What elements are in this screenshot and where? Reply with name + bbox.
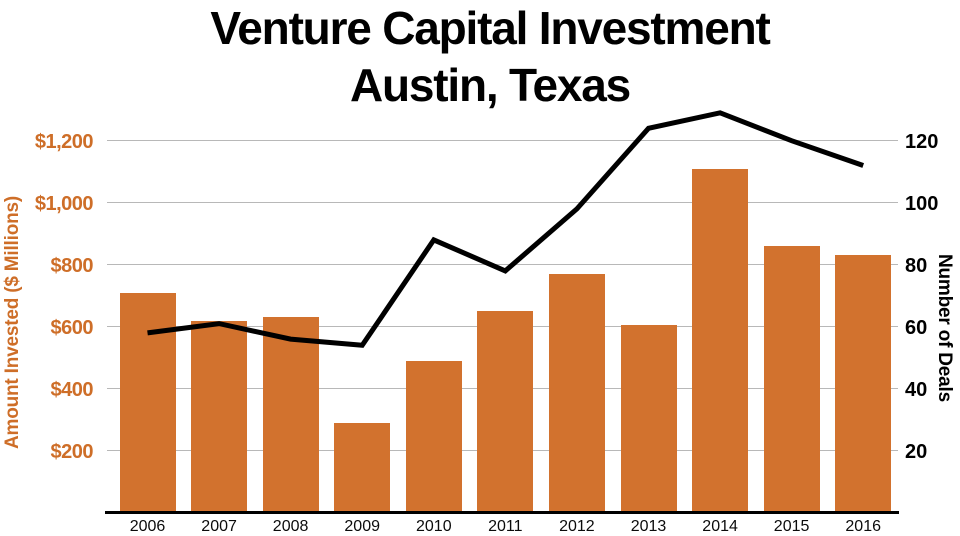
- x-axis-label-2014: 2014: [702, 518, 738, 535]
- x-axis-label-2011: 2011: [488, 518, 523, 535]
- bar-2015: [763, 246, 820, 513]
- x-axis-label-2016: 2016: [845, 518, 881, 535]
- right-tick-label-60: 60: [905, 316, 928, 339]
- x-axis-label-2008: 2008: [272, 518, 309, 535]
- left-tick-label-400: $400: [50, 378, 94, 401]
- left-tick-label-200: $200: [50, 440, 94, 463]
- bar-2016: [835, 255, 892, 513]
- left-tick-label-1000: $1,000: [34, 192, 94, 215]
- right-tick-label-80: 80: [905, 254, 928, 277]
- right-tick-label-100: 100: [905, 192, 939, 215]
- left-tick-label-800: $800: [50, 254, 94, 277]
- right-tick-label-40: 40: [905, 378, 928, 401]
- chart-title: Venture Capital Investment Austin, Texas: [20, 0, 960, 114]
- bar-2011: [477, 311, 534, 513]
- bar-2010: [405, 360, 462, 513]
- left-tick-label-600: $600: [50, 316, 94, 339]
- right-tick-label-20: 20: [905, 440, 928, 463]
- x-axis-label-2013: 2013: [630, 518, 667, 535]
- bar-2009: [334, 422, 391, 513]
- bar-2014: [692, 168, 749, 513]
- left-tick-label-1200: $1,200: [34, 130, 94, 153]
- x-axis-label-2007: 2007: [201, 518, 237, 535]
- x-axis-label-2015: 2015: [773, 518, 810, 535]
- bar-2006: [119, 292, 176, 513]
- right-axis-title: Number of Deals: [934, 254, 955, 402]
- x-axis-label-2012: 2012: [559, 518, 595, 535]
- x-axis-label-2006: 2006: [129, 518, 166, 535]
- bar-2007: [191, 320, 248, 513]
- gridline-1200: [107, 140, 898, 142]
- x-axis-line: [105, 511, 899, 514]
- chart-title-line2: Austin, Texas: [349, 59, 631, 111]
- x-axis-label-2010: 2010: [416, 518, 452, 535]
- gridline-1000: [107, 202, 898, 204]
- x-axis-label-2009: 2009: [344, 518, 380, 535]
- right-tick-label-120: 120: [905, 130, 939, 153]
- chart-title-line1: Venture Capital Investment: [210, 2, 771, 54]
- bar-2012: [548, 274, 605, 513]
- bar-2013: [620, 325, 677, 513]
- bar-2008: [262, 317, 319, 513]
